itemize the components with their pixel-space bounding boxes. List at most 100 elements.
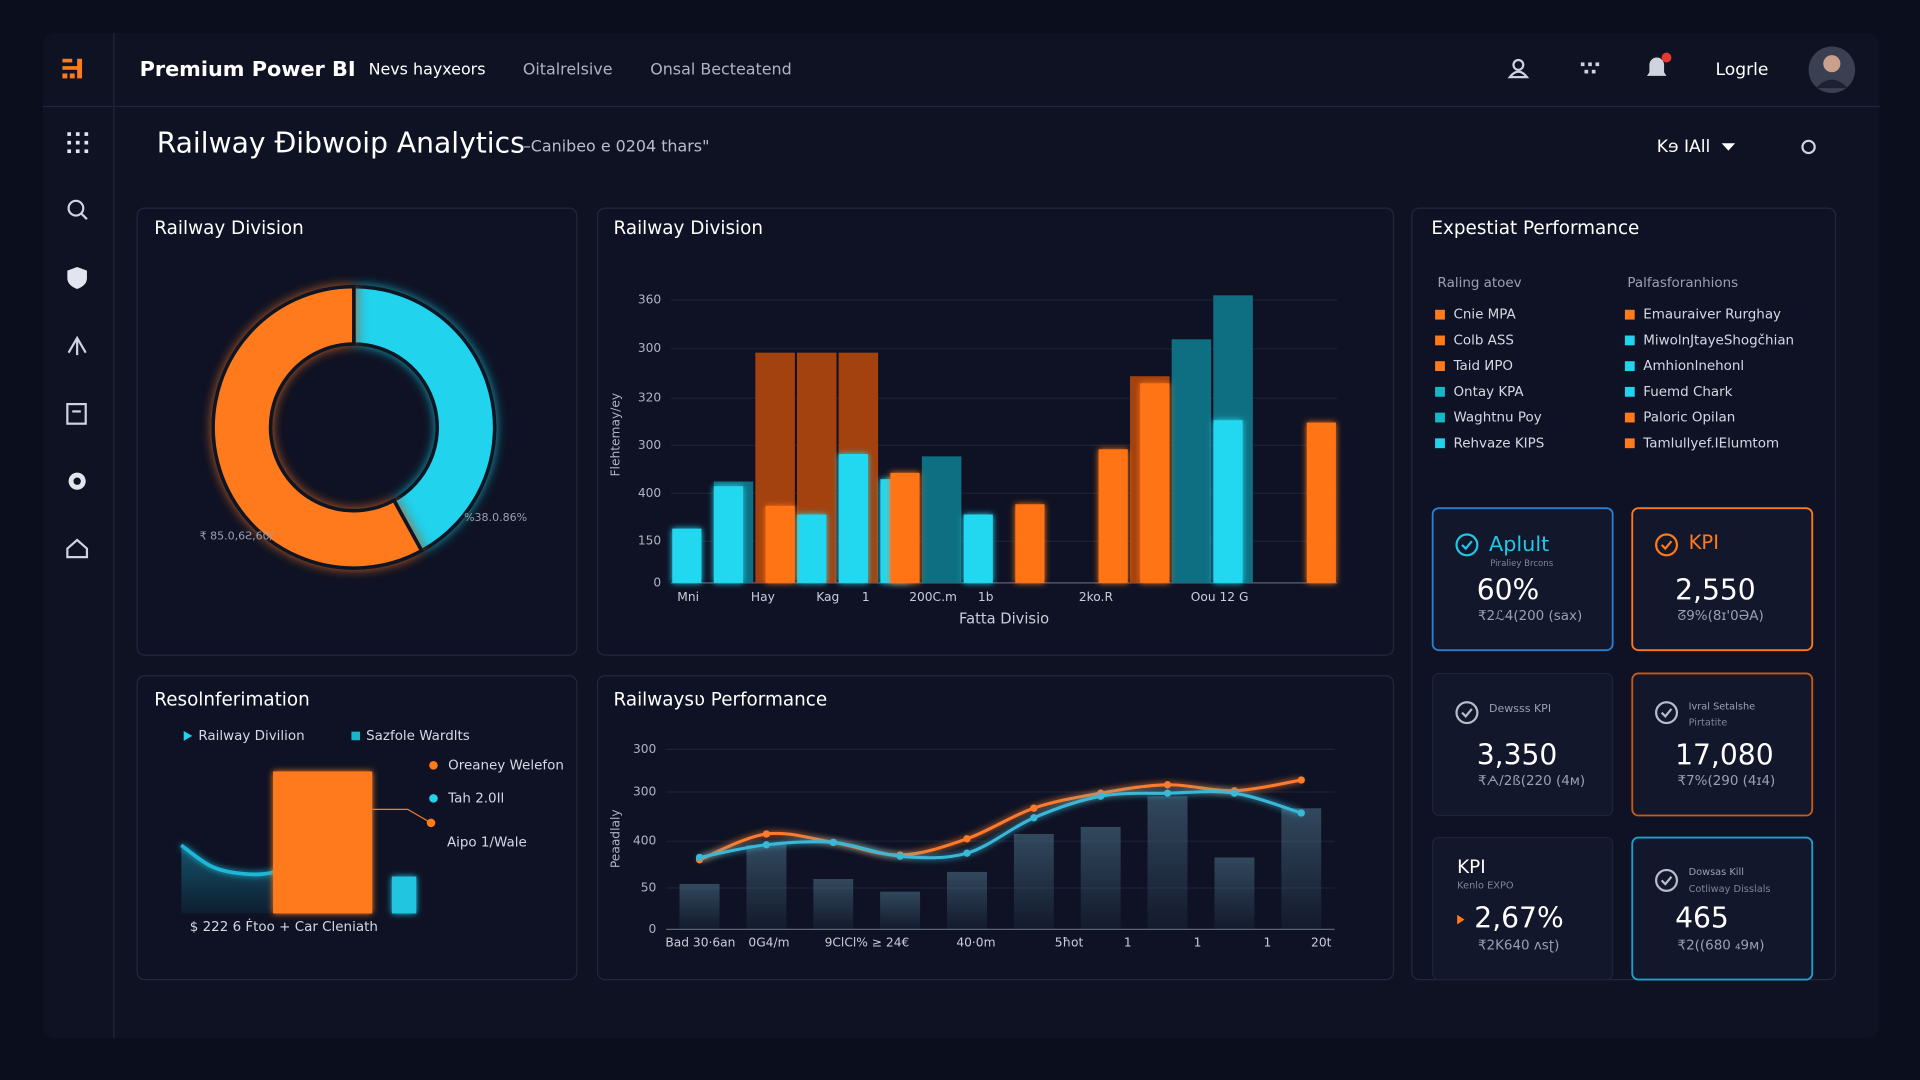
connector: [372, 808, 432, 824]
x-tick-label: 1: [1194, 935, 1202, 949]
legend-label: Tamlullyef.IElumtom: [1642, 436, 1779, 451]
kpi-icon: [1455, 701, 1479, 725]
login[interactable]: Logrle: [1716, 60, 1769, 80]
legend-label: Cnie MPA: [1453, 308, 1516, 323]
dropdown-caret[interactable]: [1721, 143, 1736, 151]
donut-segment: [352, 284, 497, 554]
legend-label: Amhionlnehonl: [1643, 359, 1744, 374]
legend-label: Taid ИPO: [1452, 359, 1513, 374]
kpi-value: 17,080: [1675, 739, 1774, 772]
legend-marker: [1624, 438, 1635, 449]
avatar[interactable]: [1808, 46, 1856, 94]
y-axis-label: Flehtemay/ey: [608, 393, 622, 477]
legend-marker: [1624, 386, 1635, 397]
sidebar-home[interactable]: [66, 538, 89, 559]
nav-link[interactable]: Oitalrelsive: [523, 59, 613, 78]
legend-label: Waghtnu Poy: [1453, 411, 1541, 426]
legend-marker: [1435, 309, 1445, 320]
x-tick-label: 1: [1124, 935, 1132, 949]
nav-link[interactable]: Onsal Becteatend: [650, 59, 792, 78]
y-tick-label: 150: [638, 534, 661, 548]
line-point: [896, 852, 904, 860]
x-tick-label: Hay: [751, 590, 775, 604]
y-tick-label: 360: [638, 293, 661, 307]
page-subtitle: –Canibeo e 0204 thars": [523, 136, 710, 155]
line-point: [762, 841, 771, 849]
kpi-detail: ₹ᗅ/2ß(220 (4м): [1478, 774, 1585, 789]
sidebar-bookmark[interactable]: [66, 402, 87, 425]
sidebar-search[interactable]: [67, 199, 88, 220]
legend-marker: [1624, 309, 1635, 320]
bar: [797, 514, 827, 583]
bar: [1306, 422, 1336, 583]
kpi-icon: [1655, 533, 1679, 557]
y-tick-label: 300: [638, 341, 661, 355]
panel: [596, 207, 1395, 656]
bar: [813, 878, 854, 930]
sidebar-settings[interactable]: [68, 472, 86, 490]
line-point: [963, 849, 971, 857]
sidebar-shield[interactable]: [67, 266, 87, 289]
legend-label: Rehvaze KIPS: [1453, 436, 1544, 451]
legend-marker: [1435, 412, 1445, 423]
sidebar-share[interactable]: [67, 335, 87, 356]
kpi-subtitle: Piraliey Brcons: [1490, 559, 1554, 569]
header-grid-icon[interactable]: [1580, 62, 1600, 74]
legend-label: MiwolnJtayeShogčhian: [1643, 332, 1794, 348]
kpi-title: Dewsss KPI: [1489, 702, 1551, 715]
legend-label: Oreaney Welefon: [448, 758, 564, 773]
kpi-icon: [1461, 540, 1473, 551]
kpi-icon: [1660, 708, 1673, 718]
legend-label: Emauraiver Rurghay: [1643, 308, 1781, 323]
x-tick-label: Bad 30·6an: [665, 935, 735, 949]
bar: [1140, 383, 1170, 583]
bar: [1213, 420, 1243, 583]
kpi-icon: [1461, 708, 1473, 718]
nav-link[interactable]: Nevs hayxeors: [369, 59, 486, 78]
kpi-icon: [1655, 701, 1679, 725]
y-tick-label: 300: [633, 784, 656, 798]
expand-icon[interactable]: [1801, 139, 1816, 155]
kpi-card: [1631, 836, 1814, 981]
line-point: [1297, 776, 1305, 784]
legend-marker: [429, 761, 438, 770]
legend-marker: [1435, 438, 1445, 449]
logo[interactable]: [62, 58, 83, 79]
panel-title: Railwaysʋ Performance: [613, 689, 827, 710]
notification-bell[interactable]: [1646, 52, 1672, 76]
kpi-title: Aplult: [1489, 532, 1549, 556]
bar: [679, 883, 720, 930]
kpi-icon: [1660, 540, 1673, 551]
line-point: [1030, 804, 1038, 812]
bar: [1013, 833, 1054, 930]
bar: [672, 528, 702, 583]
kpi-subtitle: Cotliway Disslals: [1689, 884, 1771, 895]
bar: [765, 505, 795, 583]
bar: [963, 514, 993, 583]
kpi-title: Ivral Setalshe: [1689, 702, 1756, 713]
y-tick-label: 300: [638, 438, 661, 452]
x-tick-label: Oou 12 G: [1191, 590, 1249, 604]
kpi-value: 2,550: [1675, 573, 1756, 606]
line: [699, 790, 1302, 860]
legend-marker: [1624, 335, 1635, 346]
sidebar-apps[interactable]: [67, 132, 89, 154]
bar: [1015, 504, 1045, 583]
filter-dropdown[interactable]: Kɘ IAll: [1657, 137, 1710, 157]
bar: [1080, 826, 1121, 930]
legend-marker: [1624, 412, 1635, 423]
connector-dot: [426, 818, 436, 828]
legend-label: Fuemd Chark: [1643, 385, 1732, 400]
y-tick-label: 400: [633, 834, 656, 848]
kpi-title: KPI: [1457, 857, 1486, 878]
bar: [1214, 857, 1255, 930]
x-tick-label: 5ħot: [1055, 935, 1084, 949]
bar: [1171, 339, 1212, 583]
header-user-icon[interactable]: [1507, 58, 1530, 79]
line-point: [829, 838, 837, 847]
kpi-trend: [1457, 914, 1465, 925]
y-tick-label: 300: [633, 742, 656, 756]
donut-annotation: ₹ 85.0,6Ƨ,60/: [200, 529, 274, 542]
kpi-value: 3,350: [1477, 739, 1558, 772]
bar: [746, 844, 787, 930]
